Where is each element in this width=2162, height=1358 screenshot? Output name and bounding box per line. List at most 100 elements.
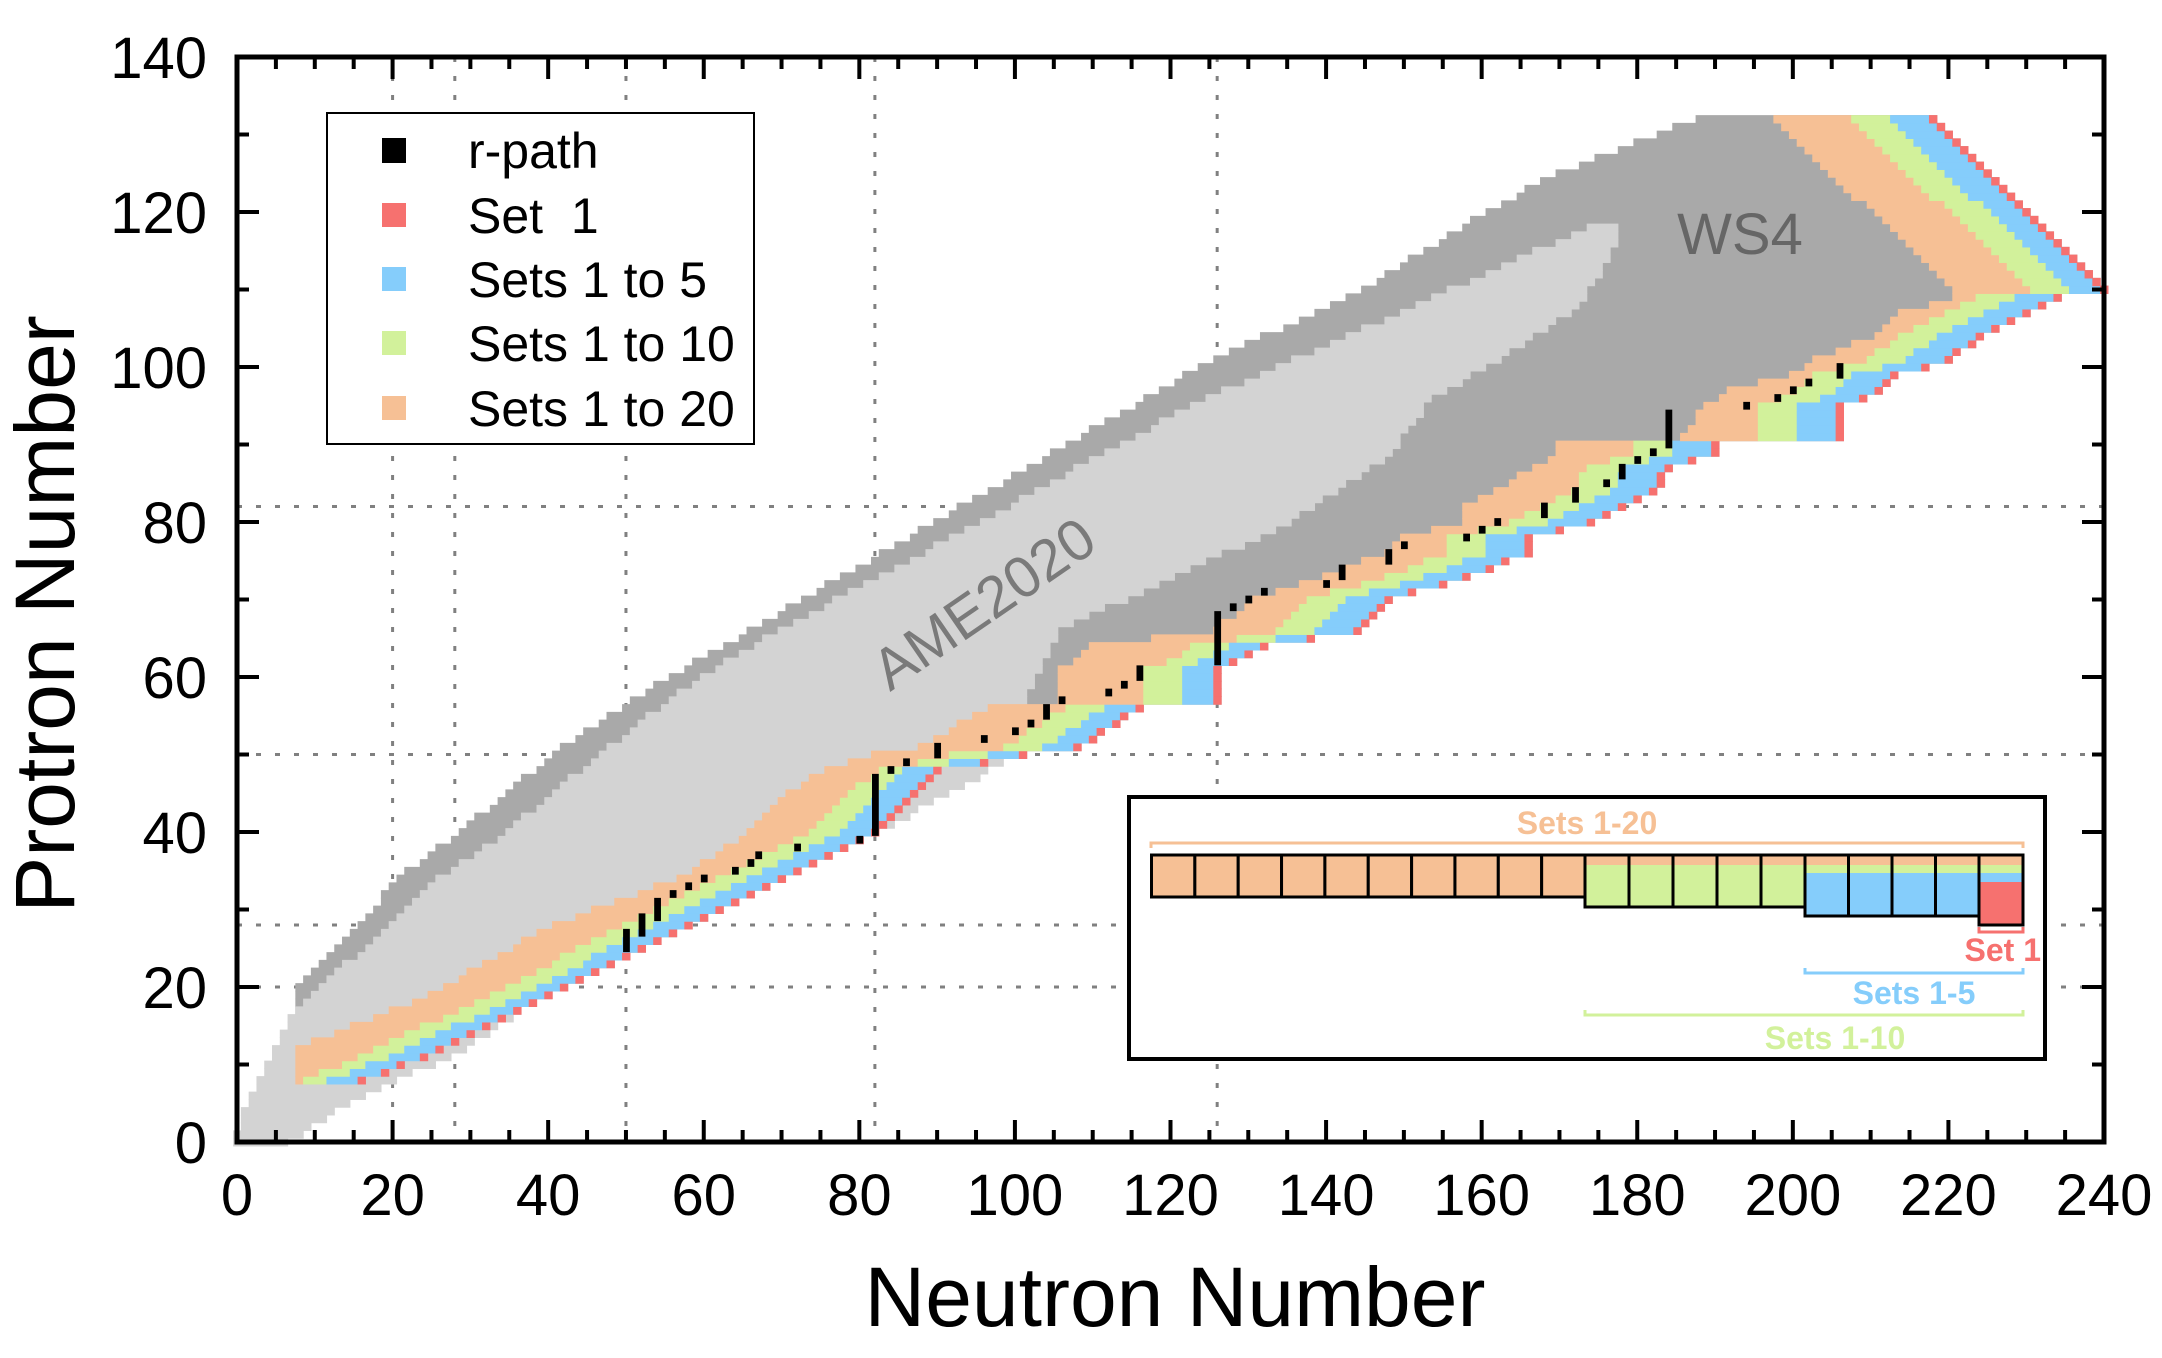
sets-1-to-20-row [1936, 270, 2016, 279]
sets-1-to-10-row [1275, 626, 1316, 635]
sets-1-to-20-row [1944, 277, 2023, 287]
ws4-row [1228, 347, 1961, 356]
ws4-row [1501, 200, 2023, 209]
sets-1-to-5-row [1851, 370, 1891, 380]
y-axis-title: Protron Number [0, 315, 92, 913]
set-1-cell [1991, 177, 2000, 186]
inset-cell-sets-1-20 [1410, 853, 1457, 899]
sets-1-to-10-row [1905, 169, 1946, 178]
sets-1-to-10-row [1967, 223, 2008, 232]
inset-cells [1150, 853, 2025, 927]
sets-1-to-20-row [614, 897, 670, 907]
ws4-row [1329, 301, 2047, 310]
set-1-cell [1874, 386, 1883, 395]
sets-1-to-20-row [1508, 479, 1580, 488]
ame2020-row [233, 1130, 304, 1139]
sets-1-to-10-row [1843, 363, 1883, 372]
sets-1-to-5-row [1967, 316, 2008, 325]
ame2020-row [1586, 223, 1619, 232]
inset-cell-band [1629, 865, 1673, 907]
sets-1-to-5-row [1485, 549, 1526, 558]
sets-1-to-20-row [1928, 301, 1961, 310]
sets-1-to-5-row [863, 804, 895, 814]
sets-1-to-10-row [404, 1029, 436, 1038]
sets-1-to-5-row [583, 959, 608, 969]
sets-1-to-5-row [1796, 409, 1837, 418]
sets-1-to-20-row [723, 843, 779, 852]
set-1-cell [606, 959, 615, 969]
set-1-cell [1648, 487, 1658, 496]
sets-1-to-5-row [1991, 208, 2023, 217]
inset-cell-band [1585, 865, 1629, 907]
set-1-cell [544, 990, 553, 1000]
sets-1-to-10-row [684, 890, 717, 899]
sets-1-to-20-row [466, 967, 538, 976]
ame2020-row [925, 549, 1222, 558]
ws4-row [1135, 401, 1844, 411]
legend-label-sets-1-5: Sets 1 to 5 [468, 252, 707, 308]
set-1-cell [1656, 471, 1666, 480]
set-1-cell [894, 804, 903, 814]
ws4-row [1081, 432, 1844, 442]
sets-1-to-20-row [987, 704, 1067, 713]
sets-1-to-10-row [489, 990, 522, 1000]
ame2020-row [1135, 432, 1401, 442]
sets-1-to-20-row [1812, 153, 1891, 163]
sets-1-to-20-row [738, 835, 794, 845]
r-path-point [623, 928, 630, 953]
set-1-cell [2061, 246, 2070, 256]
set-1-cell [1944, 130, 1953, 139]
sets-1-to-20-row [917, 742, 1004, 752]
set-1-cell [1384, 595, 1393, 604]
sets-1-to-5-row [1042, 742, 1074, 752]
inset-cell-sets-1-20 [1453, 853, 1500, 899]
x-tick-label: 160 [1433, 1163, 1530, 1228]
sets-1-to-10-row [1578, 471, 1619, 480]
inset-cell-band [1498, 855, 1542, 897]
ame2020-row [427, 882, 771, 891]
ws4-row [1088, 425, 1844, 434]
y-tick-label: 40 [142, 801, 207, 866]
inset-label-sets-1-5: Sets 1-5 [1853, 975, 1976, 1011]
ame2020-row [357, 952, 623, 961]
set-1-cell [1586, 518, 1596, 527]
sets-1-to-10-row [559, 952, 592, 961]
sets-1-to-20-row [1952, 285, 2031, 294]
sets-1-to-10-row [1329, 587, 1370, 597]
ws4-row [1283, 324, 2000, 333]
sets-1-to-10-row [2022, 277, 2062, 287]
sets-1-to-20-row [1843, 184, 1922, 194]
sets-1-to-20-row [295, 1068, 320, 1077]
sets-1-to-20-row [871, 750, 950, 759]
ame2020-row [544, 797, 934, 806]
sets-1-to-10-row [948, 750, 989, 759]
sets-1-to-5-row [668, 913, 701, 922]
sets-1-to-5-row [349, 1068, 382, 1077]
ws4-row [1104, 417, 1844, 426]
r-path-point [1649, 448, 1657, 457]
sets-1-to-10-row [746, 859, 779, 868]
set-1-cell [1228, 657, 1238, 666]
set-1-cell [2084, 270, 2093, 279]
ws4-row [1399, 262, 2086, 271]
sets-1-to-20-row [497, 952, 561, 961]
set-1-cell [1983, 169, 1992, 178]
sets-1-to-5-row [839, 828, 872, 837]
ame2020-row [676, 688, 1028, 697]
sets-1-to-10-row [1026, 727, 1067, 736]
ws4-row [1182, 370, 1899, 380]
set-1-cell [513, 1006, 522, 1015]
y-tick-label: 0 [175, 1111, 207, 1176]
sets-1-to-10-row [1928, 316, 1969, 325]
sets-1-to-10-row [1236, 634, 1277, 643]
inset-cell-sets-1-20 [1236, 853, 1284, 899]
sets-1-to-10-row [1998, 254, 2039, 263]
r-path-point [794, 843, 801, 852]
inset-cell-border [1977, 853, 2025, 927]
sets-1-to-10-row [715, 874, 748, 883]
sets-1-to-5-row [1998, 215, 2031, 225]
ame2020-row [1088, 456, 1386, 465]
set-1-cell [2037, 301, 2047, 310]
sets-1-to-10-row [505, 983, 538, 992]
